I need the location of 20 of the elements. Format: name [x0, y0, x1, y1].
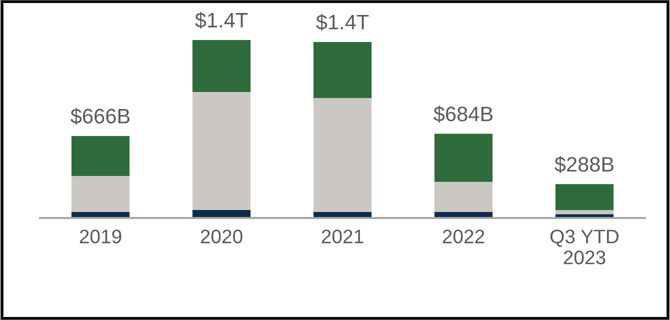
- bar: [71, 136, 130, 176]
- annotation: $666B: [70, 108, 130, 125]
- annotation: $684B: [434, 106, 493, 123]
- x-tick-label: 2021: [322, 230, 364, 244]
- annotation: $1.4T: [316, 14, 369, 31]
- bar: [313, 98, 372, 212]
- x-tick-label: 2020: [200, 230, 242, 244]
- bar: [313, 42, 372, 98]
- x-tick-label: 2019: [80, 230, 122, 244]
- bar: [71, 176, 130, 212]
- bar: [434, 182, 493, 212]
- bar: [192, 40, 251, 92]
- x-tick-label: 2022: [442, 230, 484, 244]
- bar: [192, 92, 251, 210]
- bar: [555, 210, 614, 214]
- annotation: $1.4T: [195, 12, 248, 29]
- annotation: $288B: [554, 156, 614, 173]
- bar: [555, 184, 614, 210]
- bar: [434, 134, 493, 182]
- x-tick-label: Q3 YTD 2023: [550, 230, 619, 264]
